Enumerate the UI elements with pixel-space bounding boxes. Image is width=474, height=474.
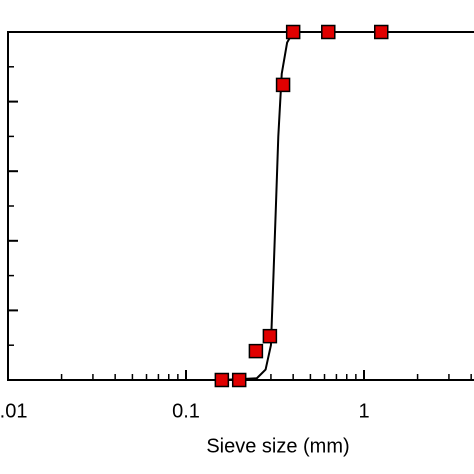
x-tick-label: 1 (358, 400, 369, 422)
plot-frame (7, 31, 474, 381)
fit-curve (221, 31, 472, 381)
x-tick-label: 0.1 (172, 400, 200, 422)
marker (231, 372, 247, 388)
marker (373, 24, 389, 40)
x-axis-label: Sieve size (mm) (206, 435, 349, 457)
marker (321, 24, 336, 40)
x-tick-label: 0.01 (0, 400, 27, 422)
marker (275, 77, 291, 93)
marker (248, 343, 264, 359)
marker (285, 24, 301, 40)
marker (214, 372, 230, 388)
marker (262, 328, 278, 344)
